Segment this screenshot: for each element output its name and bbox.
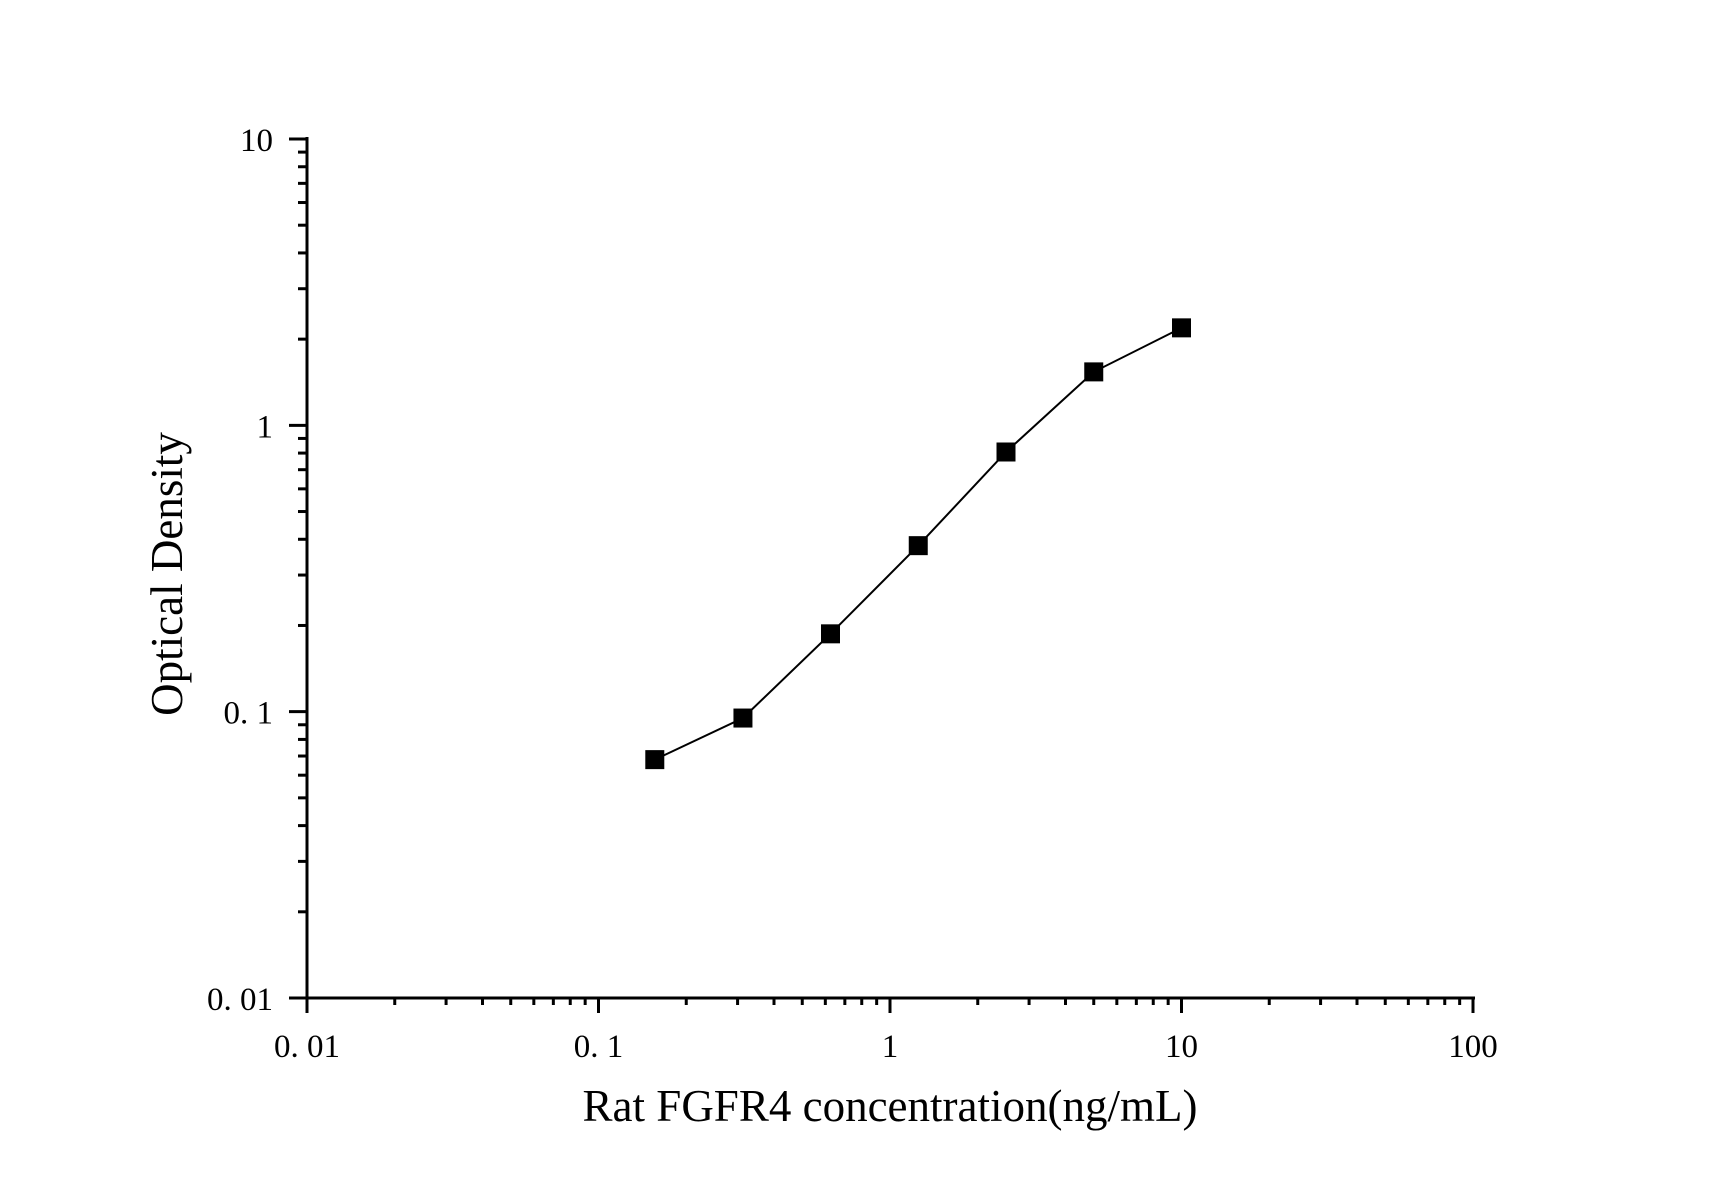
x-axis-title: Rat FGFR4 concentration(ng/mL): [583, 1081, 1198, 1131]
x-tick-label: 0. 01: [274, 1029, 340, 1065]
y-tick-labels: 0. 01 0. 1 1 10: [207, 123, 273, 1018]
y-tick-label: 10: [240, 123, 273, 159]
data-point-marker: [645, 750, 665, 770]
y-tick-label: 0. 1: [224, 696, 274, 732]
x-tick-label: 10: [1165, 1029, 1198, 1065]
x-tick-label: 1: [882, 1029, 899, 1065]
major-ticks: [289, 137, 1475, 1013]
data-point-marker: [996, 442, 1016, 462]
x-tick-label: 100: [1448, 1029, 1498, 1065]
data-point-marker: [908, 536, 928, 556]
data-point-marker: [1172, 318, 1191, 338]
data-point-marker: [733, 708, 753, 728]
x-tick-labels: 0. 01 0. 1 1 10 100: [274, 1029, 1498, 1065]
y-tick-label: 1: [257, 409, 274, 445]
y-axis-title: Optical Density: [142, 432, 192, 716]
data-point-marker: [1084, 362, 1104, 382]
data-point-marker: [820, 624, 840, 644]
series-markers: [645, 318, 1191, 770]
y-tick-label: 0. 01: [207, 982, 273, 1018]
minor-ticks: [298, 150, 1462, 1005]
x-tick-label: 0. 1: [574, 1029, 624, 1065]
